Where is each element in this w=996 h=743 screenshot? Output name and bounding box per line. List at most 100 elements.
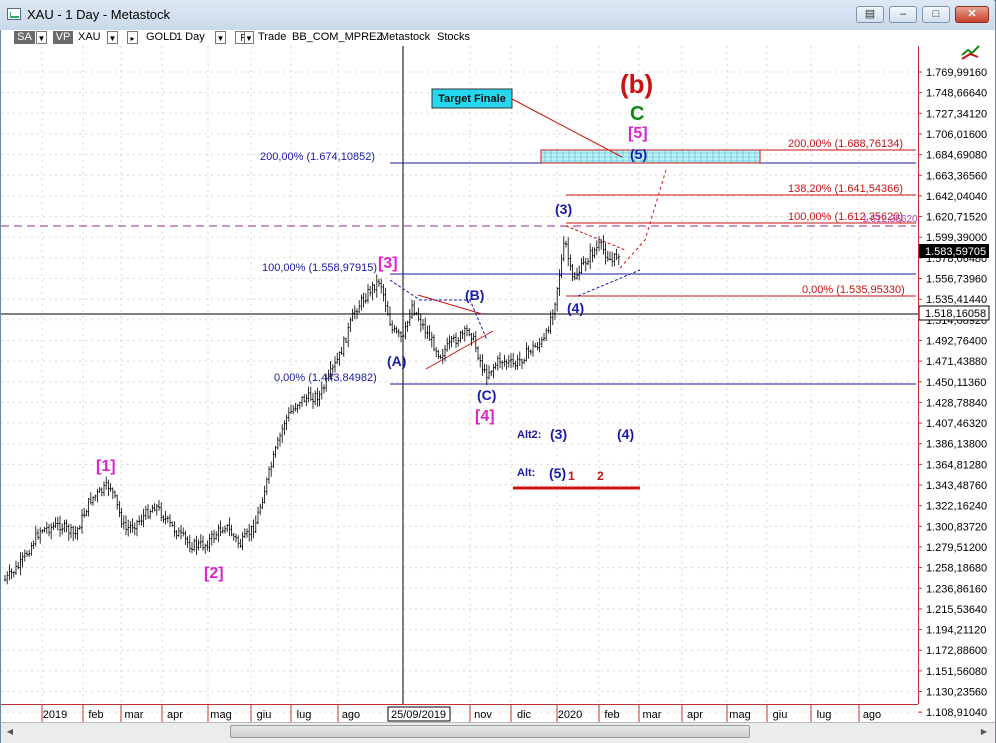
periodicity-label[interactable]: 1 Day: [176, 31, 205, 43]
crosshair-price-marker: [918, 305, 990, 321]
r-dropdown-icon[interactable]: ▼: [244, 31, 254, 44]
y-tick-label: 1.279,51200: [926, 542, 987, 554]
x-tick-label: mag: [210, 709, 231, 721]
maximize-button[interactable]: □: [922, 6, 950, 23]
y-tick-label: 1.322,16240: [926, 501, 987, 513]
wave-b-paren-label: (B): [465, 287, 484, 303]
y-tick-label: 1.471,43880: [926, 356, 987, 368]
x-tick-label: apr: [167, 709, 183, 721]
y-tick-label: 1.172,88600: [926, 645, 987, 657]
source-label[interactable]: Metastock: [380, 31, 431, 43]
target-pointer: [511, 98, 623, 158]
y-tick-label: 1.535,41440: [926, 294, 987, 306]
y-tick-label: 1.130,23560: [926, 687, 987, 699]
y-tick-label: 1.642,04040: [926, 191, 987, 203]
y-tick-label: 1.407,46320: [926, 418, 987, 430]
y-tick-label: 1.258,18680: [926, 563, 987, 575]
type-label[interactable]: Stocks: [437, 31, 471, 43]
tile-window-icon[interactable]: ▤: [856, 6, 884, 23]
fib-left-200-label: 200,00% (1.674,10852): [260, 151, 375, 163]
x-tick-label: mar: [125, 709, 144, 721]
y-tick-label: 1.492,76400: [926, 335, 987, 347]
y-tick-label: 1.343,48760: [926, 480, 987, 492]
wave-5-paren-label: (5): [630, 146, 647, 162]
wave5-projection: [619, 169, 667, 269]
y-tick-label: 1.727,34120: [926, 108, 987, 120]
target-finale-label: Target Finale: [438, 93, 506, 105]
periodicity-dropdown-icon[interactable]: ▼: [215, 31, 226, 44]
close-button[interactable]: ✕: [955, 6, 989, 23]
wave-4-paren-label: (4): [567, 300, 584, 316]
y-tick-label: 1.236,86160: [926, 583, 987, 595]
x-tick-label: mag: [729, 709, 750, 721]
wave4-triangle-upper: [565, 225, 626, 251]
x-tick-label: feb: [604, 709, 619, 721]
fib-left-100-label: 100,00% (1.558,97915): [262, 262, 377, 274]
y-tick-label: 1.556,73960: [926, 274, 987, 286]
y-tick-label: 1.706,01600: [926, 129, 987, 141]
candlestick-series: [4, 235, 620, 585]
fib-right-100-label: 100,00% (1.612,35620): [788, 211, 903, 223]
fib-right-200-label: 200,00% (1.688,76134): [788, 138, 903, 150]
wave3-blue-dashes: [389, 279, 488, 341]
window-title: XAU - 1 Day - Metastock: [27, 7, 171, 22]
alt-one-label: 1: [568, 469, 575, 483]
y-tick-label: 1.428,78840: [926, 397, 987, 409]
last-price-label: 1.583,59705: [925, 246, 986, 258]
fibonacci-labels: 200,00% (1.674,10852) 100,00% (1.558,979…: [260, 138, 918, 384]
vp-button[interactable]: VP: [53, 31, 73, 44]
scroll-left-icon[interactable]: ◀: [6, 727, 14, 736]
fib-right-0-label: 0,00% (1.535,95330): [802, 284, 905, 296]
security-label[interactable]: GOLD: [146, 31, 178, 43]
wave-b-label: (b): [620, 69, 653, 99]
y-tick-label: 1.599,39000: [926, 232, 987, 244]
wave-a-paren-label: (A): [387, 353, 406, 369]
scrollbar-thumb[interactable]: [230, 725, 750, 738]
x-tick-label: mar: [643, 709, 662, 721]
x-tick-label: ago: [342, 709, 360, 721]
chart-area[interactable]: [1, 46, 995, 742]
x-tick-label: lug: [817, 709, 832, 721]
symbol-dropdown-icon[interactable]: ▼: [107, 31, 118, 44]
last-price-marker: [919, 244, 989, 258]
crosshair-date-label: 25/09/2019: [391, 709, 446, 721]
crosshair-price-label: 1.518,16058: [925, 308, 986, 320]
symbol-label[interactable]: XAU: [78, 31, 101, 43]
x-tick-label: dic: [517, 709, 532, 721]
y-tick-label: 1.215,53640: [926, 604, 987, 616]
alt2-three-label: (3): [550, 426, 567, 442]
sa-button[interactable]: SA: [14, 31, 35, 44]
target-zone-hatch: [541, 150, 760, 163]
fib-left-0-label: 0,00% (1.443,84982): [274, 372, 377, 384]
x-tick-label: lug: [297, 709, 312, 721]
x-tick-label: feb: [88, 709, 103, 721]
alt2-four-label: (4): [617, 426, 634, 442]
chart-window-icon: [7, 8, 21, 20]
y-tick-label: 1.684,69080: [926, 150, 987, 162]
x-tick-label: 2019: [43, 709, 67, 721]
b-wave-triangle-upper: [417, 294, 483, 315]
wave-labels: (b) C [5] (5) (3) (4) [3] (B) (A) (C) [4…: [96, 69, 653, 582]
b-wave-triangle-lower: [425, 330, 494, 370]
wave-5-bracket-label: [5]: [628, 125, 648, 142]
x-tick-label: ago: [863, 709, 881, 721]
fib-extra-label: 1.612,35620: [862, 214, 918, 225]
y-tick-label: 1.386,13800: [926, 439, 987, 451]
annotations-layer: Target Finale: [1, 46, 918, 704]
title-bar: XAU - 1 Day - Metastock: [0, 0, 994, 30]
axis-scale-icon: [958, 43, 982, 61]
time-axis-border: [1, 704, 918, 705]
security-selector-icon[interactable]: ▸: [127, 31, 138, 44]
y-tick-label: 1.300,83720: [926, 521, 987, 533]
wave4-triangle-lower: [577, 269, 641, 297]
alt-label: Alt:: [517, 467, 535, 479]
x-tick-label: giu: [257, 709, 272, 721]
sa-dropdown-icon[interactable]: ▼: [36, 31, 47, 44]
minimize-button[interactable]: –: [889, 6, 917, 23]
scroll-right-icon[interactable]: ▶: [980, 727, 988, 736]
y-tick-label: 1.748,66640: [926, 88, 987, 100]
indicator-label[interactable]: BB_COM_MPREZ: [292, 31, 384, 43]
alt-two-label: 2: [597, 469, 604, 483]
template-label[interactable]: Trade: [258, 31, 287, 43]
